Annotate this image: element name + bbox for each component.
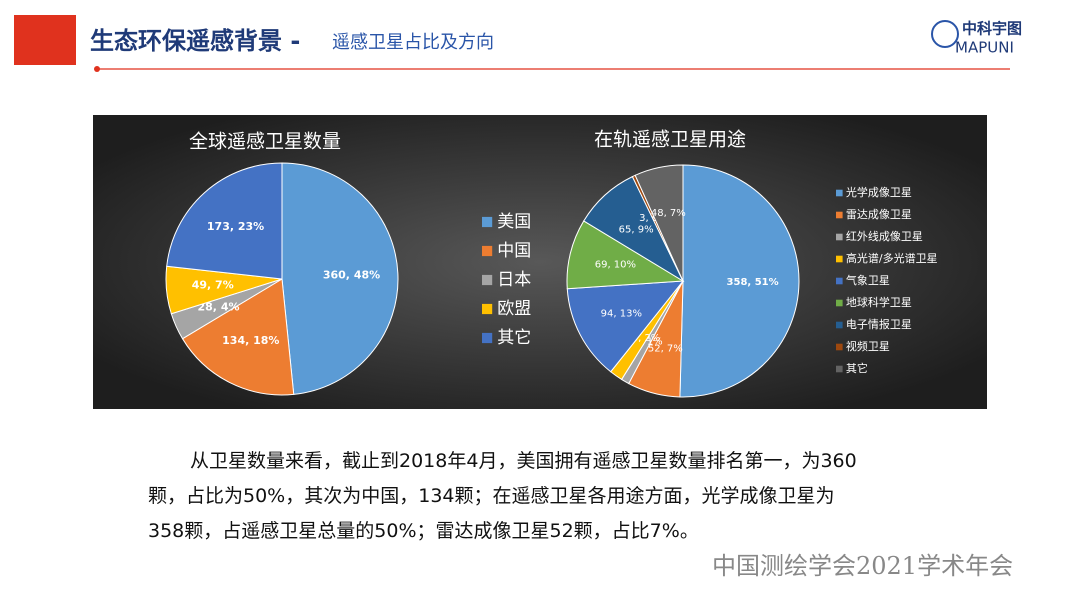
- pie-slice: [166, 162, 283, 280]
- legend-label: 日本: [497, 270, 531, 290]
- header-subtitle: 遥感卫星占比及方向: [332, 32, 494, 53]
- logo-brand: MAPUNI: [955, 39, 1014, 57]
- data-label: 134, 18%: [222, 334, 279, 347]
- legend-label: 高光谱/多光谱卫星: [846, 251, 938, 265]
- data-label: 49, 7%: [192, 279, 234, 292]
- logo-name: 中科宇图: [962, 20, 1022, 38]
- legend-label: 美国: [497, 212, 531, 232]
- legend-label: 雷达成像卫星: [846, 208, 912, 221]
- data-label: 358, 51%: [727, 277, 779, 288]
- data-label: 13, 2%: [625, 333, 660, 344]
- legend-label: 光学成像卫星: [846, 185, 912, 199]
- paragraph: 从卫星数量来看，截止到2018年4月，美国拥有遥感卫星数量排名第一，为360颗，…: [148, 450, 857, 542]
- data-label: 360, 48%: [323, 268, 380, 281]
- legend-swatch: [836, 343, 843, 351]
- legend-swatch: [836, 189, 843, 197]
- legend-swatch: [836, 255, 843, 263]
- legend-swatch: [482, 245, 493, 257]
- data-label: 69, 10%: [595, 260, 636, 271]
- data-label: 173, 23%: [207, 220, 264, 233]
- legend-swatch: [482, 332, 493, 344]
- data-label: 94, 13%: [601, 308, 642, 319]
- legend-swatch: [836, 299, 843, 307]
- pie-slice: [679, 164, 800, 398]
- legend-swatch: [482, 216, 493, 228]
- legend-swatch: [836, 321, 843, 329]
- data-label: 48, 7%: [651, 208, 686, 219]
- chart-title: 在轨遥感卫星用途: [594, 129, 746, 151]
- pie-slice: [181, 278, 295, 396]
- legend-label: 中国: [497, 241, 531, 261]
- legend-label: 气象卫星: [846, 273, 890, 287]
- footer: 中国测绘学会2021学术年会: [712, 552, 1014, 580]
- legend-label: 其它: [846, 361, 868, 375]
- legend-label: 红外线成像卫星: [846, 229, 923, 243]
- legend-label: 其它: [497, 328, 531, 348]
- legend-swatch: [836, 277, 843, 285]
- data-label: 3, 0%: [639, 213, 668, 224]
- legend-swatch: [482, 303, 493, 315]
- legend-swatch: [836, 211, 843, 219]
- legend-label: 电子情报卫星: [846, 317, 912, 331]
- pie-slice: [566, 280, 685, 373]
- header-block: [14, 15, 76, 65]
- chart-title: 全球遥感卫星数量: [189, 131, 341, 153]
- legend-label: 欧盟: [497, 299, 531, 319]
- legend-label: 视频卫星: [846, 339, 890, 353]
- pie-slice: [281, 162, 399, 395]
- data-label: 52, 7%: [648, 343, 683, 354]
- legend-swatch: [836, 365, 843, 373]
- legend-swatch: [836, 233, 843, 241]
- data-label: 8, 1%: [634, 336, 663, 347]
- legend-label: 地球科学卫星: [846, 295, 912, 309]
- header-title: 生态环保遥感背景 -: [90, 27, 300, 55]
- logo-icon: [931, 20, 959, 48]
- data-label: 65, 9%: [619, 225, 654, 236]
- legend-swatch: [482, 274, 493, 286]
- pie-slice: [634, 164, 684, 282]
- data-label: 28, 4%: [198, 301, 240, 314]
